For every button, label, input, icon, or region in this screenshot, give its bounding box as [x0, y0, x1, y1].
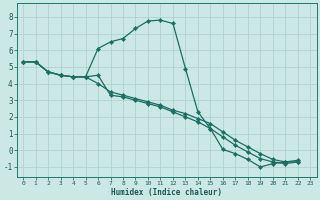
X-axis label: Humidex (Indice chaleur): Humidex (Indice chaleur)	[111, 188, 222, 197]
